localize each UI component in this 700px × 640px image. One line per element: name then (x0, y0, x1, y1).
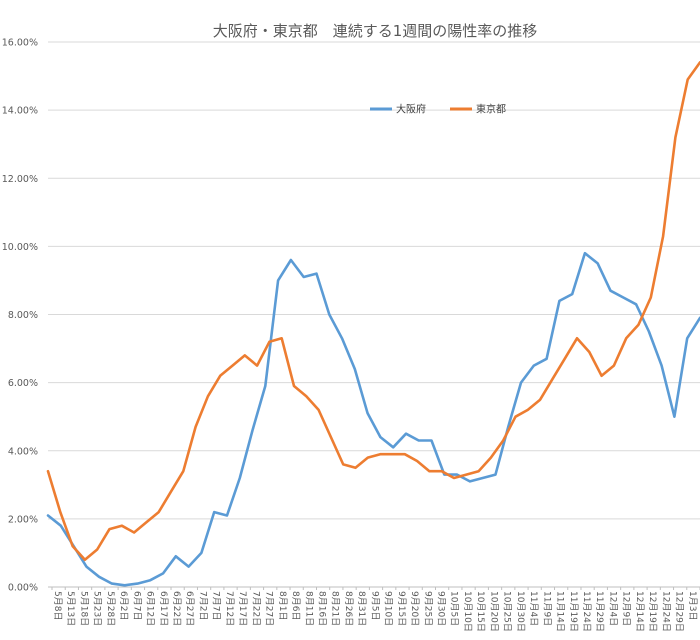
x-tick-label: 5月13日 (65, 591, 76, 626)
x-tick-label: 9月30日 (436, 591, 447, 626)
x-tick-label: 10月15日 (475, 591, 486, 632)
x-tick-label: 11月19日 (568, 591, 579, 632)
x-tick-label: 6月22日 (171, 591, 182, 626)
y-tick-label: 2.00% (8, 514, 38, 525)
x-tick-label: 11月14日 (555, 591, 566, 632)
y-tick-label: 16.00% (2, 38, 38, 49)
x-tick-label: 9月20日 (409, 591, 420, 626)
x-tick-label: 11月9日 (541, 591, 552, 626)
legend-label: 東京都 (476, 103, 506, 116)
x-tick-label: 8月6日 (290, 591, 301, 620)
x-tick-label: 12月4日 (607, 591, 618, 626)
x-tick-label: 1月3日 (687, 591, 698, 620)
x-tick-label: 9月25日 (422, 591, 433, 626)
x-tick-label: 12月19日 (647, 591, 658, 632)
x-tick-label: 7月12日 (224, 591, 235, 626)
x-tick-label: 7月2日 (197, 591, 208, 620)
x-tick-label: 5月28日 (105, 591, 116, 626)
x-tick-label: 11月4日 (528, 591, 539, 626)
x-tick-label: 6月2日 (118, 591, 129, 620)
x-tick-label: 6月17日 (158, 591, 169, 626)
x-tick-label: 6月27日 (184, 591, 195, 626)
y-tick-label: 6.00% (8, 378, 38, 389)
x-tick-label: 10月20日 (488, 591, 499, 632)
x-tick-label: 10月25日 (502, 591, 513, 632)
x-tick-label: 12月14日 (634, 591, 645, 632)
x-tick-label: 7月7日 (211, 591, 222, 620)
x-tick-label: 8月21日 (330, 591, 341, 626)
x-tick-label: 5月8日 (52, 591, 63, 620)
series-line (46, 61, 700, 562)
x-tick-label: 6月12日 (145, 591, 156, 626)
y-tick-label: 8.00% (8, 310, 38, 321)
x-tick-label: 10月5日 (449, 591, 460, 626)
legend: 大阪府 東京都 (370, 103, 506, 116)
x-tick-label: 6月7日 (131, 591, 142, 620)
x-tick-label: 8月11日 (303, 591, 314, 626)
x-tick-label: 10月30日 (515, 591, 526, 632)
series-lines (46, 61, 700, 587)
x-tick-label: 12月29日 (674, 591, 685, 632)
x-tick-label: 8月1日 (277, 591, 288, 620)
y-tick-label: 14.00% (2, 106, 38, 117)
x-tick-label: 11月24日 (581, 591, 592, 632)
gridlines (48, 41, 700, 588)
x-tick-label: 7月17日 (237, 591, 248, 626)
y-tick-label: 12.00% (2, 174, 38, 185)
x-tick-label: 7月27日 (264, 591, 275, 626)
chart-title: 大阪府・東京都 連続する1週間の陽性率の推移 (213, 22, 538, 40)
x-tick-label: 9月15日 (396, 591, 407, 626)
x-tick-label: 9月5日 (369, 591, 380, 620)
y-tick-label: 0.00% (8, 583, 38, 594)
y-tick-label: 4.00% (8, 446, 38, 457)
x-tick-label: 11月29日 (594, 591, 605, 632)
x-tick-label: 10月10日 (462, 591, 473, 632)
x-tick-label: 5月18日 (78, 591, 89, 626)
x-tick-label: 9月10日 (383, 591, 394, 626)
y-axis: 0.00% 2.00% 4.00% 6.00% 8.00% 10.00% 12.00% 14.… (2, 38, 38, 594)
x-tick-label: 12月24日 (660, 591, 671, 632)
x-tick-label: 8月16日 (316, 591, 327, 626)
x-tick-label: 7月22日 (250, 591, 261, 626)
x-axis: 5月8日 5月13日 5月18日 5月23日 5月28日 6月2日 6月7日 6月12日 6月1… (51, 587, 700, 632)
x-tick-label: 8月31日 (356, 591, 367, 626)
x-tick-label: 12月9日 (621, 591, 632, 626)
x-tick-label: 8月26日 (343, 591, 354, 626)
y-tick-label: 10.00% (2, 242, 38, 253)
legend-label: 大阪府 (396, 103, 426, 116)
x-tick-label: 5月23日 (92, 591, 103, 626)
series-line (46, 251, 700, 587)
